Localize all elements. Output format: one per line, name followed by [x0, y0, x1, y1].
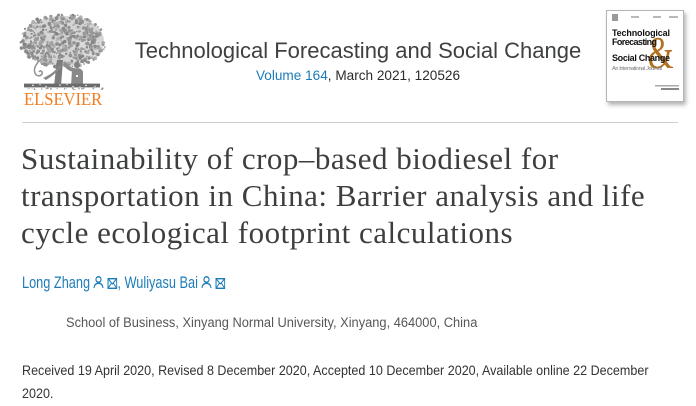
svg-text:Forecasting: Forecasting: [612, 37, 657, 47]
svg-text:Technological: Technological: [612, 28, 670, 38]
svg-text:Social Change: Social Change: [612, 53, 670, 63]
svg-text:An International Journal: An International Journal: [612, 66, 662, 72]
svg-text:&: &: [648, 28, 674, 78]
